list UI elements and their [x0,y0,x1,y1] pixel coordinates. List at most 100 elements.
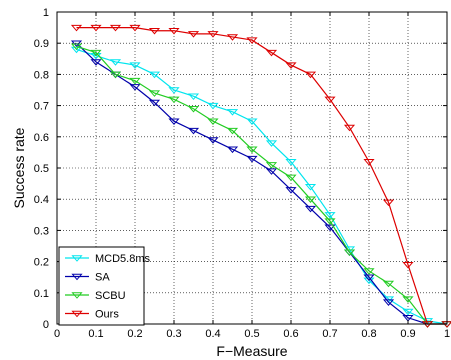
data-point-marker [363,274,375,282]
data-point-marker [382,280,395,288]
y-tick-label: 0.2 [34,257,49,269]
legend-entry: MCD5.8ms [65,253,151,265]
data-point-marker [90,24,102,32]
x-tick-label: 0.8 [361,328,376,340]
y-tick-label: 0.4 [34,194,49,206]
data-point-marker [363,159,375,166]
series-line [76,42,447,325]
data-point-marker [148,99,161,107]
y-tick-label: 0.3 [34,225,49,237]
y-tick-label: 0.6 [34,132,49,144]
data-point-marker [168,96,180,104]
legend-entry: Ours [65,309,119,321]
data-point-marker [265,49,278,57]
data-point-marker [265,140,278,147]
x-tick-label: 0.1 [88,328,103,340]
data-point-marker [246,146,258,154]
data-point-marker [129,24,141,32]
data-point-marker [343,249,356,257]
data-point-marker [168,87,180,94]
data-point-marker [226,109,239,116]
data-point-marker [109,59,122,66]
data-point-marker [304,196,317,204]
data-point-marker [207,118,219,126]
data-point-marker [246,118,258,126]
data-point-marker [363,268,375,275]
data-point-marker [402,296,414,303]
data-point-marker [187,105,200,113]
y-tick-label: 0.7 [34,101,49,113]
legend-label: Ours [95,309,119,321]
y-tick-label: 0.9 [34,38,49,50]
data-point-marker [129,77,141,85]
data-point-marker [129,84,141,91]
legend-marker [71,273,83,281]
y-tick-label: 0.8 [34,69,49,81]
data-point-marker [187,127,200,135]
data-point-marker [285,159,297,166]
data-point-marker [187,93,200,101]
data-point-marker [109,24,122,32]
x-tick-label: 0.9 [400,328,415,340]
data-point-marker [148,90,161,97]
x-tick-label: 1 [444,328,450,340]
x-tick-label: 0.4 [205,328,220,340]
data-point-marker [70,24,83,32]
data-point-marker [207,102,219,110]
data-point-marker [226,34,239,41]
legend-entry: SCBU [65,290,126,302]
data-point-marker [226,127,239,135]
data-point-marker [382,299,395,306]
data-point-marker [187,31,200,38]
y-tick-label: 1 [43,7,49,19]
data-point-marker [70,43,83,51]
x-tick-label: 0.5 [244,328,259,340]
data-point-marker [285,174,297,182]
data-point-marker [382,199,395,207]
legend-label: SA [95,272,110,284]
data-point-marker [304,205,317,213]
grid-lines [57,12,447,324]
data-point-marker [402,308,414,316]
legend-entry: SA [65,272,110,284]
x-axis-label: F−Measure [216,343,287,359]
data-point-marker [285,62,297,69]
y-axis-label: Success rate [11,127,27,208]
y-tick-label: 0.5 [34,163,49,175]
data-point-marker [90,59,102,66]
legend-marker [71,292,83,299]
data-point-marker [207,137,219,144]
data-point-marker [304,71,317,79]
data-point-marker [285,187,297,194]
x-tick-label: 0.7 [322,328,337,340]
legend: MCD5.8ms SA SCBU Ours [58,246,151,326]
data-point-marker [402,261,414,269]
data-point-marker [402,315,414,322]
data-point-marker [129,62,141,69]
x-tick-label: 0.2 [127,328,142,340]
data-point-marker [90,49,102,57]
data-point-marker [207,31,219,38]
data-point-marker [265,168,278,175]
data-point-marker [226,146,239,154]
series-line [76,27,447,325]
data-point-marker [324,218,336,225]
data-point-marker [168,118,180,126]
data-point-marker [324,212,336,219]
plot-series [70,24,451,328]
data-point-marker [168,27,180,35]
y-tick-label: 0.1 [34,288,49,300]
data-point-marker [246,155,258,163]
data-point-marker [343,124,356,132]
series-mcd5-8ms [70,46,451,328]
x-tick-label: 0 [54,328,60,340]
legend-marker [71,310,83,318]
data-point-marker [265,162,278,169]
y-tick-label: 0 [43,319,49,331]
data-point-marker [70,46,83,54]
series-line [76,48,448,325]
data-point-marker [148,71,161,79]
data-point-marker [324,96,336,104]
data-point-marker [324,224,336,232]
